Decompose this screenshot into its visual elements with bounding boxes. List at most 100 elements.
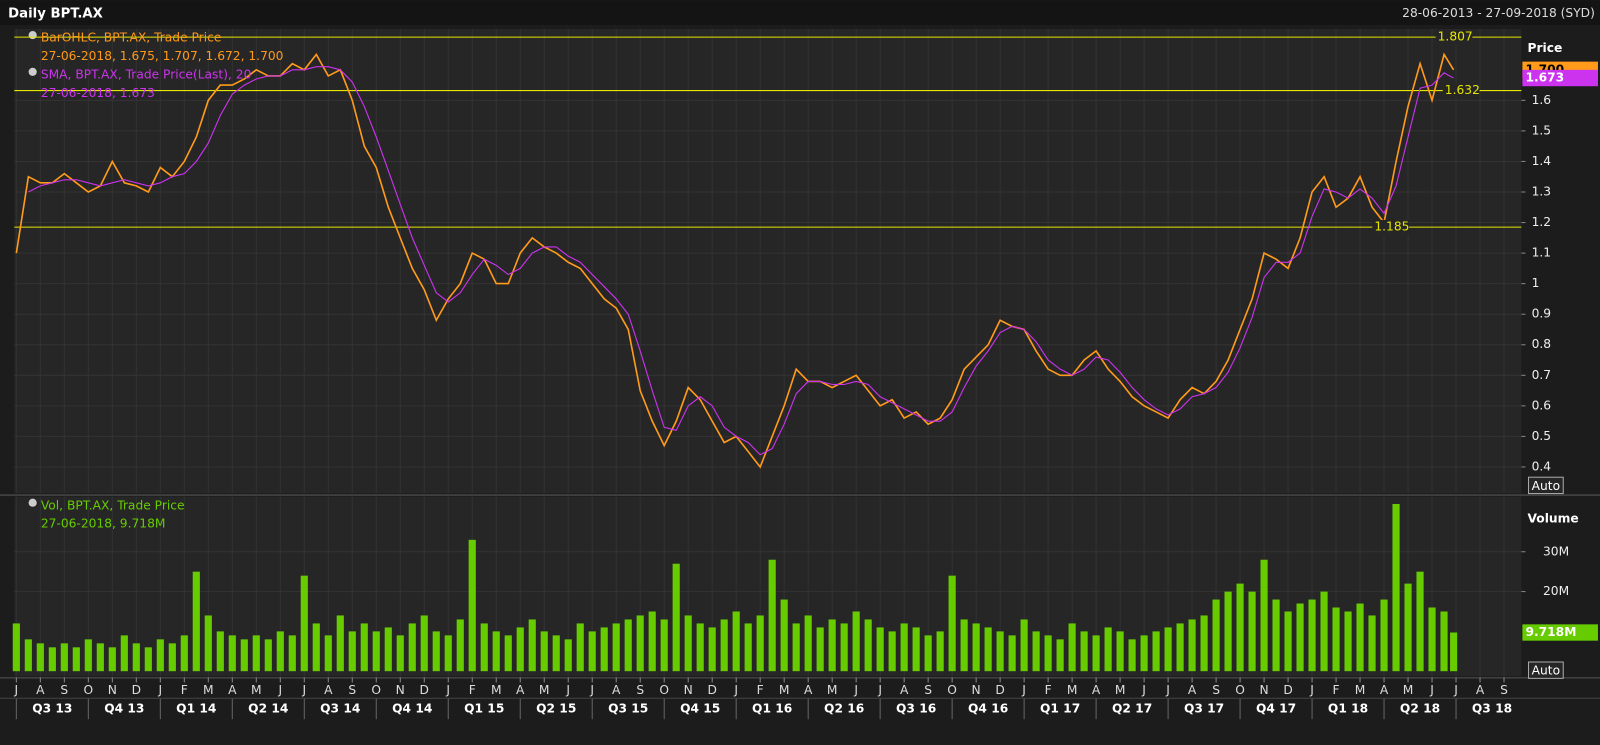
x-tick-label: A: [1476, 683, 1485, 697]
x-tick-label: D: [1283, 683, 1292, 697]
x-tick-label: M: [1403, 683, 1414, 697]
volume-bar: [1128, 639, 1136, 672]
volume-bar: [372, 631, 380, 672]
legend-icon[interactable]: [28, 67, 37, 76]
volume-bar: [204, 615, 212, 672]
quarter-label: Q3 16: [896, 701, 936, 715]
volume-bar: [576, 623, 584, 672]
x-tick-label: N: [396, 683, 405, 697]
volume-bar: [1092, 635, 1100, 672]
x-tick-label: J: [445, 683, 450, 697]
volume-bar: [1140, 635, 1148, 672]
volume-bar: [1068, 623, 1076, 672]
volume-bar: [540, 631, 548, 672]
volume-bar: [348, 631, 356, 672]
x-tick-label: M: [1067, 683, 1078, 697]
volume-bar: [120, 635, 128, 672]
volume-bar: [216, 631, 224, 672]
volume-bar: [192, 571, 200, 672]
volume-panel: [14, 496, 1522, 677]
x-tick-label: O: [371, 683, 381, 697]
legend-icon[interactable]: [28, 30, 37, 40]
x-tick-label: J: [733, 683, 738, 697]
y-tick-label: 1.5: [1532, 123, 1551, 137]
x-tick-label: M: [539, 683, 550, 697]
volume-bar: [1428, 607, 1436, 672]
volume-bar: [744, 623, 752, 672]
volume-bar: [900, 623, 908, 672]
x-tick-label: A: [324, 683, 333, 697]
y-tick-label: 1.2: [1532, 215, 1551, 229]
volume-bar: [12, 623, 20, 672]
y-tick-label: 0.4: [1532, 459, 1552, 473]
quarter-label: Q4 15: [680, 701, 720, 715]
auto-button[interactable]: [1528, 476, 1564, 495]
y-axis-title: Volume: [1528, 512, 1579, 526]
volume-bar: [312, 623, 320, 672]
x-tick-label: S: [1212, 683, 1220, 697]
volume-bar: [1200, 615, 1208, 672]
quarter-label: Q2 17: [1112, 701, 1152, 715]
y-tick-label: 20M: [1543, 584, 1569, 598]
volume-bar: [696, 623, 704, 672]
x-tick-label: D: [707, 683, 716, 697]
volume-bar: [240, 639, 248, 672]
volume-bar: [252, 635, 260, 672]
x-tick-label: O: [1235, 683, 1245, 697]
reference-label-bg: [1372, 219, 1410, 235]
x-tick-label: M: [1115, 683, 1126, 697]
quarter-label: Q4 13: [104, 701, 144, 715]
volume-bar: [852, 611, 860, 672]
legend-detail: 27-06-2018, 1.673: [41, 86, 155, 100]
x-tick-label: A: [1380, 683, 1389, 697]
volume-bar: [468, 539, 476, 672]
x-tick-label: O: [83, 683, 93, 697]
quarter-label: Q3 14: [320, 701, 360, 715]
volume-bar: [72, 647, 80, 672]
volume-bar: [660, 619, 668, 672]
quarter-label: Q1 18: [1328, 701, 1368, 715]
y-tick-label: 1.4: [1532, 154, 1552, 168]
auto-label[interactable]: Auto: [1532, 479, 1560, 493]
auto-button[interactable]: [1528, 661, 1564, 679]
x-tick-label: F: [181, 683, 188, 697]
volume-bar: [564, 639, 572, 672]
volume-bar: [828, 619, 836, 672]
legend-icon[interactable]: [28, 498, 37, 507]
volume-bar: [1152, 631, 1160, 672]
volume-bar: [1248, 591, 1256, 672]
y-axis-title: Price: [1528, 41, 1563, 55]
x-tick-label: O: [659, 683, 669, 697]
volume-bar: [432, 631, 440, 672]
volume-bar: [228, 635, 236, 672]
volume-bar: [588, 631, 596, 672]
x-tick-label: S: [60, 683, 68, 697]
y-tick-label: 0.8: [1532, 337, 1551, 351]
x-tick-label: O: [947, 683, 957, 697]
volume-bar: [108, 647, 116, 672]
x-tick-label: A: [516, 683, 525, 697]
volume-bar: [732, 611, 740, 672]
volume-bar: [1332, 607, 1340, 672]
quarter-label: Q4 14: [392, 701, 432, 715]
quarter-label: Q2 14: [248, 701, 288, 715]
volume-bar: [1080, 631, 1088, 672]
volume-bar: [600, 627, 608, 672]
reference-label: 1.632: [1445, 83, 1480, 97]
y-tick-label: 0.5: [1532, 429, 1551, 443]
auto-label[interactable]: Auto: [1532, 664, 1560, 678]
x-tick-label: S: [636, 683, 644, 697]
reference-label: 1.185: [1374, 220, 1409, 234]
volume-bar: [504, 635, 512, 672]
volume-bar: [624, 619, 632, 672]
volume-bar: [1044, 635, 1052, 672]
volume-bar: [888, 631, 896, 672]
volume-bar: [708, 627, 716, 672]
volume-bar: [996, 631, 1004, 672]
volume-bar: [420, 615, 428, 672]
quarter-label: Q2 16: [824, 701, 864, 715]
x-tick-label: S: [924, 683, 932, 697]
legend-detail: 27-06-2018, 9.718M: [41, 517, 166, 531]
quarter-label: Q3 17: [1184, 701, 1224, 715]
